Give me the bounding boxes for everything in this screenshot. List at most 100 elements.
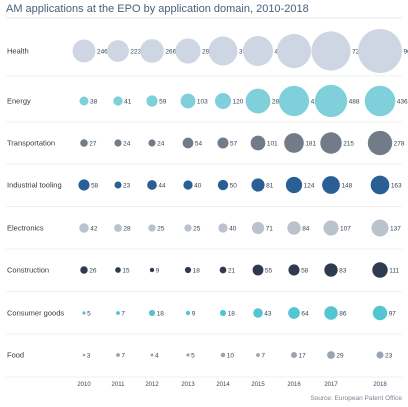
bubble-industrial-tooling-2015 <box>251 178 265 192</box>
bubble-construction-2016 <box>288 264 300 276</box>
row-label-electronics: Electronics <box>7 224 44 233</box>
value-label-transportation-2014: 57 <box>230 140 238 147</box>
value-label-consumer-goods-2015: 43 <box>264 310 272 317</box>
row-label-energy: Energy <box>7 97 31 106</box>
bubble-food-2011 <box>116 353 120 357</box>
value-label-energy-2014: 120 <box>233 98 244 105</box>
value-label-industrial-tooling-2012: 44 <box>158 182 166 189</box>
value-label-energy-2017: 488 <box>349 98 360 105</box>
bubble-consumer-goods-2018 <box>372 305 388 321</box>
value-label-health-2013: 294 <box>202 48 213 55</box>
value-label-food-2012: 4 <box>155 352 159 359</box>
value-label-food-2018: 23 <box>385 352 393 359</box>
value-label-food-2017: 29 <box>336 352 344 359</box>
value-label-energy-2010: 38 <box>90 98 98 105</box>
source-note: Source: European Patent Office <box>310 395 402 402</box>
year-label-2013: 2013 <box>181 382 195 388</box>
bubble-health-2018 <box>358 29 402 73</box>
bubble-food-2017 <box>327 351 335 359</box>
value-label-industrial-tooling-2017: 148 <box>341 182 352 189</box>
bubble-industrial-tooling-2013 <box>183 180 193 190</box>
value-label-industrial-tooling-2013: 40 <box>194 182 202 189</box>
value-label-energy-2011: 41 <box>124 98 132 105</box>
bubble-transportation-2018 <box>367 130 393 156</box>
value-label-energy-2015: 288 <box>272 98 283 105</box>
bubble-construction-2014 <box>219 266 227 274</box>
value-label-industrial-tooling-2014: 50 <box>230 182 238 189</box>
value-label-construction-2015: 55 <box>265 267 273 274</box>
value-label-electronics-2018: 137 <box>390 225 401 232</box>
bubble-transportation-2015 <box>250 135 266 151</box>
bubble-health-2014 <box>208 36 238 66</box>
value-label-transportation-2012: 24 <box>157 140 165 147</box>
value-label-consumer-goods-2011: 7 <box>121 310 125 317</box>
value-label-transportation-2015: 101 <box>267 140 278 147</box>
bubble-transportation-2012 <box>148 139 156 147</box>
bubble-construction-2017 <box>324 263 338 277</box>
bubble-electronics-2010 <box>79 223 89 233</box>
value-label-electronics-2012: 25 <box>157 225 165 232</box>
bubble-food-2018 <box>376 351 384 359</box>
year-label-2014: 2014 <box>216 382 230 388</box>
bubble-construction-2013 <box>184 266 192 274</box>
bubble-electronics-2014 <box>218 223 228 233</box>
bubble-energy-2012 <box>146 95 158 107</box>
bubble-consumer-goods-2010 <box>82 311 86 315</box>
value-label-consumer-goods-2016: 64 <box>301 310 309 317</box>
value-label-food-2013: 5 <box>191 352 195 359</box>
value-label-consumer-goods-2014: 18 <box>228 310 236 317</box>
bubble-electronics-2018 <box>371 219 389 237</box>
bubble-electronics-2016 <box>287 221 301 235</box>
value-label-industrial-tooling-2011: 23 <box>123 182 131 189</box>
value-label-construction-2014: 21 <box>228 267 236 274</box>
bubble-transportation-2014 <box>217 137 229 149</box>
value-label-health-2018: 907 <box>404 48 408 55</box>
bubble-consumer-goods-2016 <box>288 307 300 319</box>
bubble-energy-2011 <box>113 96 123 106</box>
value-label-consumer-goods-2018: 97 <box>389 310 397 317</box>
value-label-construction-2010: 26 <box>89 267 97 274</box>
value-label-industrial-tooling-2010: 58 <box>91 182 99 189</box>
bubble-electronics-2011 <box>114 224 122 232</box>
bubble-industrial-tooling-2017 <box>322 176 340 194</box>
year-label-2015: 2015 <box>251 382 265 388</box>
value-label-health-2017: 720 <box>352 48 363 55</box>
bubble-industrial-tooling-2010 <box>78 179 90 191</box>
bubble-energy-2018 <box>364 85 396 117</box>
bubble-health-2013 <box>175 38 201 64</box>
value-label-electronics-2013: 25 <box>193 225 201 232</box>
bubble-construction-2015 <box>252 264 264 276</box>
value-label-food-2014: 10 <box>227 352 235 359</box>
value-label-transportation-2013: 54 <box>195 140 203 147</box>
bubble-construction-2012 <box>149 267 155 273</box>
bubble-construction-2018 <box>372 262 388 278</box>
bubble-food-2013 <box>186 353 190 357</box>
bubble-construction-2011 <box>115 267 121 273</box>
value-label-food-2010: 3 <box>87 352 91 359</box>
value-label-energy-2012: 59 <box>159 98 167 105</box>
value-label-health-2011: 223 <box>130 48 141 55</box>
bubble-consumer-goods-2014 <box>219 309 227 317</box>
row-label-industrial-tooling: Industrial tooling <box>7 181 62 190</box>
value-label-construction-2018: 111 <box>389 267 399 274</box>
value-label-energy-2013: 103 <box>197 98 208 105</box>
bubble-food-2014 <box>220 352 226 358</box>
value-label-construction-2013: 18 <box>193 267 201 274</box>
bubble-consumer-goods-2012 <box>148 309 156 317</box>
year-label-2016: 2016 <box>287 382 301 388</box>
value-label-transportation-2010: 27 <box>89 140 97 147</box>
bubble-transportation-2013 <box>182 137 194 149</box>
row-label-construction: Construction <box>7 266 49 275</box>
bubble-transportation-2010 <box>80 139 88 147</box>
value-label-transportation-2018: 278 <box>394 140 405 147</box>
bubble-energy-2015 <box>245 88 271 114</box>
bubble-health-2015 <box>242 35 274 67</box>
value-label-consumer-goods-2010: 5 <box>87 310 91 317</box>
row-label-food: Food <box>7 351 24 360</box>
value-label-construction-2016: 58 <box>301 267 309 274</box>
value-label-construction-2012: 9 <box>156 267 160 274</box>
bubble-energy-2016 <box>278 85 310 117</box>
value-label-industrial-tooling-2018: 163 <box>391 182 402 189</box>
bubble-consumer-goods-2011 <box>116 311 120 315</box>
